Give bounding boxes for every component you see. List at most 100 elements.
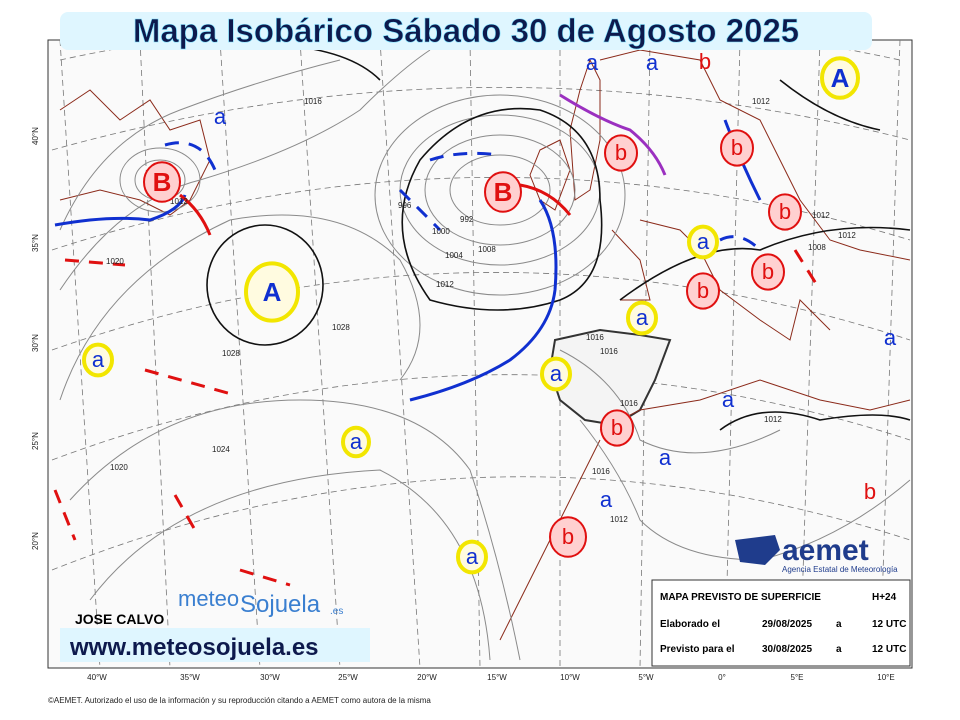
isobar-label: 992	[460, 215, 474, 224]
center-ring	[768, 193, 802, 231]
latitude-label: 40°N	[31, 127, 40, 145]
pressure-center: a	[722, 387, 735, 412]
pressure-center: B	[494, 177, 513, 207]
longitude-label: 20°W	[417, 673, 437, 682]
aemet-logo	[735, 535, 780, 565]
pressure-center: b	[779, 199, 791, 224]
pressure-center: a	[350, 429, 363, 454]
info-cell: MAPA PREVISTO DE SUPERFICIE	[660, 592, 821, 603]
longitude-label: 5°E	[791, 673, 804, 682]
info-cell: a	[836, 619, 842, 630]
center-ring	[244, 261, 300, 323]
footer: ©AEMET. Autorizado el uso de la informac…	[48, 696, 431, 705]
isobar-label: 1008	[478, 245, 496, 254]
isobars	[59, 44, 911, 661]
pressure-center: a	[550, 361, 563, 386]
isobar-label: 1028	[222, 349, 240, 358]
longitude-label: 25°W	[338, 673, 358, 682]
isobar-label: 1012	[436, 280, 454, 289]
pressure-center: a	[884, 325, 897, 350]
isobar-label: 1016	[592, 467, 610, 476]
pressure-center: a	[659, 445, 672, 470]
pressure-center: a	[600, 487, 613, 512]
isobar-label: 1012	[838, 231, 856, 240]
brand-left: meteo	[178, 586, 239, 611]
title-bg	[60, 12, 872, 50]
latitude-label: 25°N	[31, 432, 40, 450]
center-ring	[687, 224, 719, 260]
aemet-subtitle: Agencia Estatal de Meteorología	[782, 565, 898, 574]
center-ring	[720, 129, 754, 167]
isobar-label: 1028	[332, 323, 350, 332]
isobar-label: 1016	[304, 97, 322, 106]
info-box	[651, 579, 911, 667]
center-ring	[820, 56, 860, 100]
pressure-center: b	[699, 49, 711, 74]
pressure-center: a	[697, 229, 710, 254]
aemet-name: aemet	[782, 534, 869, 567]
pressure-center: a	[92, 347, 105, 372]
isobar-label: 1024	[212, 445, 230, 454]
longitude-label: 15°W	[487, 673, 507, 682]
center-ring	[626, 300, 658, 336]
center-ring	[456, 539, 488, 575]
pressure-center: b	[562, 524, 574, 549]
info-cell: Previsto para el	[660, 644, 735, 655]
pressure-center: B	[153, 167, 172, 197]
pressure-center: a	[586, 50, 599, 75]
isobar-label: 1008	[808, 243, 826, 252]
center-ring	[143, 161, 181, 203]
info-cell: H+24	[872, 592, 897, 603]
center-ring	[549, 516, 587, 558]
longitude-label: 30°W	[260, 673, 280, 682]
fronts	[53, 93, 822, 587]
center-ring	[540, 356, 572, 392]
brand-right: Sojuela	[240, 591, 321, 618]
longitude-label: 5°W	[638, 673, 654, 682]
pressure-center: a	[214, 104, 227, 129]
website: www.meteosojuela.es	[69, 634, 319, 661]
coastlines	[59, 49, 911, 641]
longitude-label: 0°	[718, 673, 726, 682]
isobar-label: 1016	[600, 347, 618, 356]
info-cell: a	[836, 644, 842, 655]
center-ring	[341, 425, 371, 459]
pressure-center: b	[615, 140, 627, 165]
latitude-label: 30°N	[31, 334, 40, 352]
brand-suffix: .es	[330, 606, 343, 617]
title: Mapa Isobárico Sábado 30 de Agosto 2025	[133, 12, 799, 49]
info-cell: 30/08/2025	[762, 644, 812, 655]
isobar-label: 1012	[170, 197, 188, 206]
pressure-center: b	[697, 278, 709, 303]
longitude-label: 35°W	[180, 673, 200, 682]
isobar-label: 1012	[764, 415, 782, 424]
longitude-label: 10°W	[560, 673, 580, 682]
pressure-center: b	[864, 479, 876, 504]
isobar-label: 1012	[752, 97, 770, 106]
pressure-center: a	[636, 305, 649, 330]
pressure-center: a	[646, 50, 659, 75]
isobar-label: 1016	[586, 333, 604, 342]
center-ring	[751, 253, 785, 291]
center-ring	[686, 272, 720, 310]
pressure-center: b	[762, 259, 774, 284]
longitude-label: 40°W	[87, 673, 107, 682]
info-cell: 29/08/2025	[762, 619, 812, 630]
isobar-label: 1020	[106, 257, 124, 266]
isobar-label: 996	[398, 201, 412, 210]
center-ring	[600, 409, 634, 447]
longitude-label: 10°E	[877, 673, 894, 682]
latitude-label: 35°N	[31, 234, 40, 252]
author: JOSE CALVO	[75, 611, 164, 627]
info-cell: 12 UTC	[872, 644, 906, 655]
isobar-label: 1012	[812, 211, 830, 220]
info-cell: 12 UTC	[872, 619, 906, 630]
pressure-center: b	[731, 135, 743, 160]
isobar-label: 1012	[610, 515, 628, 524]
latitude-label: 20°N	[31, 532, 40, 550]
isobar-label: 1004	[445, 251, 463, 260]
pressure-center: A	[263, 277, 282, 307]
pressure-center: A	[831, 63, 850, 93]
center-ring	[484, 171, 522, 213]
